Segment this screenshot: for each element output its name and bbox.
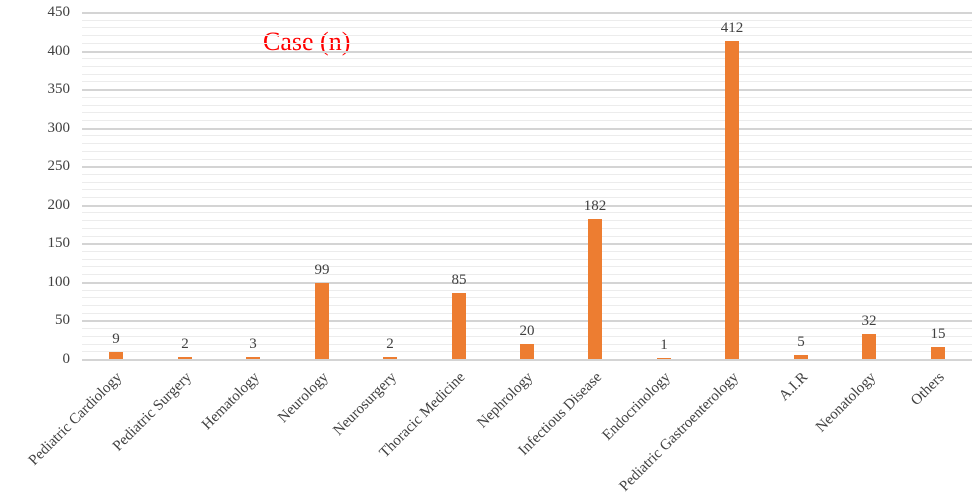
major-gridline — [82, 320, 972, 322]
minor-gridline — [82, 27, 972, 28]
major-gridline — [82, 51, 972, 53]
major-gridline — [82, 12, 972, 14]
minor-gridline — [82, 274, 972, 275]
minor-gridline — [82, 189, 972, 190]
data-label: 2 — [181, 336, 189, 352]
bar — [315, 283, 329, 359]
minor-gridline — [82, 120, 972, 121]
y-tick-label: 450 — [47, 4, 71, 20]
minor-gridline — [82, 305, 972, 306]
minor-gridline — [82, 197, 972, 198]
data-label: 99 — [314, 262, 330, 278]
bar — [862, 334, 876, 359]
major-gridline — [82, 359, 972, 361]
bar — [588, 219, 602, 359]
data-label: 15 — [930, 326, 946, 342]
x-tick-label: A.I.R — [776, 369, 812, 405]
y-tick-label: 200 — [47, 197, 71, 213]
x-tick-label: Neonatology — [813, 369, 880, 436]
data-label: 32 — [861, 313, 877, 329]
data-label: 412 — [720, 20, 744, 36]
bar — [246, 357, 260, 359]
y-tick-label: 400 — [47, 43, 71, 59]
x-tick-label: Nephrology — [474, 369, 537, 432]
y-tick-label: 300 — [47, 120, 71, 136]
minor-gridline — [82, 228, 972, 229]
major-gridline — [82, 89, 972, 91]
minor-gridline — [82, 182, 972, 183]
x-tick-label: Neurosurgery — [330, 369, 400, 439]
minor-gridline — [82, 212, 972, 213]
x-tick-label: Pediatric Cardiology — [25, 369, 126, 469]
minor-gridline — [82, 35, 972, 36]
data-label: 2 — [386, 336, 394, 352]
data-label: 85 — [451, 272, 467, 288]
minor-gridline — [82, 74, 972, 75]
bar — [794, 355, 808, 359]
y-tick-label: 100 — [47, 274, 71, 290]
minor-gridline — [82, 143, 972, 144]
data-label: 5 — [797, 334, 805, 350]
bar — [452, 293, 466, 359]
y-tick-label: 150 — [47, 235, 71, 251]
data-label: 20 — [519, 323, 535, 339]
minor-gridline — [82, 81, 972, 82]
major-gridline — [82, 282, 972, 284]
x-tick-label: Neurology — [275, 369, 332, 427]
minor-gridline — [82, 290, 972, 291]
minor-gridline — [82, 236, 972, 237]
x-tick-label: Hematology — [199, 369, 263, 434]
minor-gridline — [82, 135, 972, 136]
x-tick-label: Others — [908, 369, 948, 409]
data-label: 182 — [583, 198, 607, 214]
y-tick-label: 0 — [62, 351, 71, 367]
y-tick-label: 50 — [55, 312, 70, 328]
minor-gridline — [82, 151, 972, 152]
minor-gridline — [82, 336, 972, 337]
major-gridline — [82, 166, 972, 168]
minor-gridline — [82, 313, 972, 314]
major-gridline — [82, 205, 972, 207]
bar — [178, 357, 192, 359]
minor-gridline — [82, 174, 972, 175]
data-label: 3 — [249, 336, 257, 352]
major-gridline — [82, 128, 972, 130]
y-tick-label: 350 — [47, 81, 71, 97]
minor-gridline — [82, 328, 972, 329]
minor-gridline — [82, 66, 972, 67]
minor-gridline — [82, 20, 972, 21]
minor-gridline — [82, 266, 972, 267]
major-gridline — [82, 243, 972, 245]
bar — [109, 352, 123, 359]
minor-gridline — [82, 259, 972, 260]
y-tick-label: 250 — [47, 158, 71, 174]
bar — [725, 41, 739, 359]
minor-gridline — [82, 97, 972, 98]
minor-gridline — [82, 220, 972, 221]
bar — [931, 347, 945, 359]
minor-gridline — [82, 251, 972, 252]
x-tick-label: Endocrinology — [599, 369, 674, 444]
data-label: 9 — [112, 331, 120, 347]
minor-gridline — [82, 105, 972, 106]
minor-gridline — [82, 43, 972, 44]
minor-gridline — [82, 297, 972, 298]
minor-gridline — [82, 112, 972, 113]
bar — [520, 344, 534, 359]
minor-gridline — [82, 58, 972, 59]
data-label: 1 — [660, 337, 668, 353]
bar — [657, 358, 671, 359]
x-tick-label: Pediatric Gastroenterology — [616, 369, 742, 495]
minor-gridline — [82, 159, 972, 160]
bar — [383, 357, 397, 359]
